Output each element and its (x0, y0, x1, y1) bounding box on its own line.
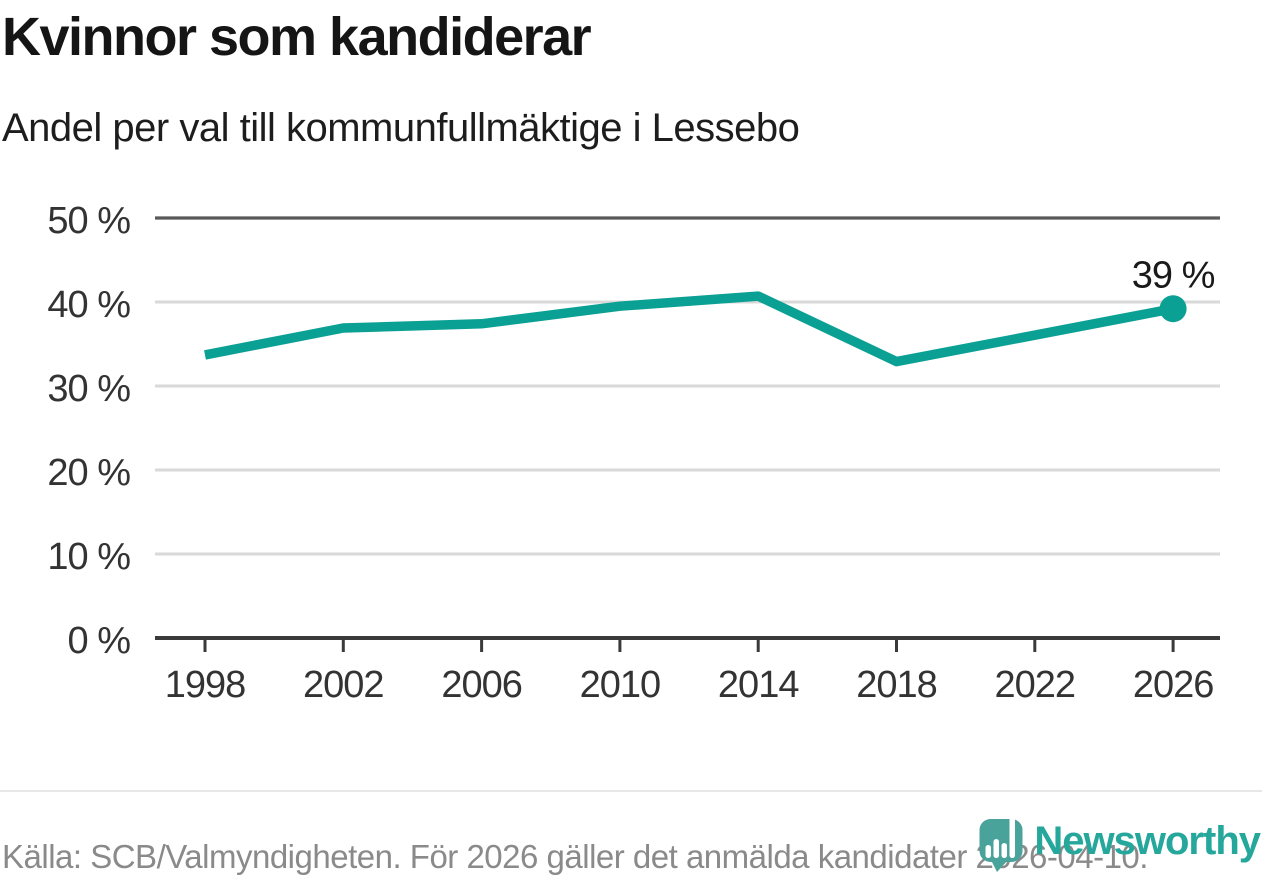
y-axis-label: 0 % (68, 620, 131, 662)
x-axis-label: 2022 (995, 664, 1076, 706)
footer-divider (0, 790, 1262, 792)
end-point-marker (1159, 295, 1187, 323)
y-axis-label: 20 % (47, 452, 130, 494)
x-axis-label: 2018 (856, 664, 937, 706)
newsworthy-logo: Newsworthy (978, 810, 1261, 872)
logo-bar-4 (1009, 813, 1016, 858)
logo-bar-3 (1001, 843, 1008, 858)
x-axis-label: 1998 (165, 664, 246, 706)
y-axis-label: 50 % (47, 200, 130, 242)
chart-title: Kvinnor som kandiderar (2, 7, 592, 67)
x-axis-label: 2002 (303, 664, 384, 706)
data-line (204, 291, 1174, 367)
logo-bubble-tail (991, 860, 1009, 872)
line-chart: 0 % 10 % 20 % 30 % 40 % 50 % 1998 2002 2006 2010 2… (47, 200, 1220, 706)
logo-bar-1 (985, 845, 992, 858)
brand-name: Newsworthy (1034, 819, 1261, 863)
chart-subtitle: Andel per val till kommunfullmäktige i L… (2, 106, 800, 150)
y-axis-label: 30 % (47, 368, 130, 410)
logo-bar-2 (993, 839, 1000, 858)
x-axis-label: 2006 (441, 664, 522, 706)
x-axis-label: 2026 (1133, 664, 1214, 706)
x-axis-label: 2014 (718, 664, 799, 706)
source-text: Källa: SCB/Valmyndigheten. För 2026 gäll… (2, 838, 1148, 875)
y-axis-label: 40 % (47, 284, 130, 326)
x-axis-label: 2010 (580, 664, 661, 706)
newsworthy-logo-icon (979, 813, 1023, 872)
end-point-label: 39 % (1132, 255, 1215, 297)
y-axis-label: 10 % (47, 536, 130, 578)
